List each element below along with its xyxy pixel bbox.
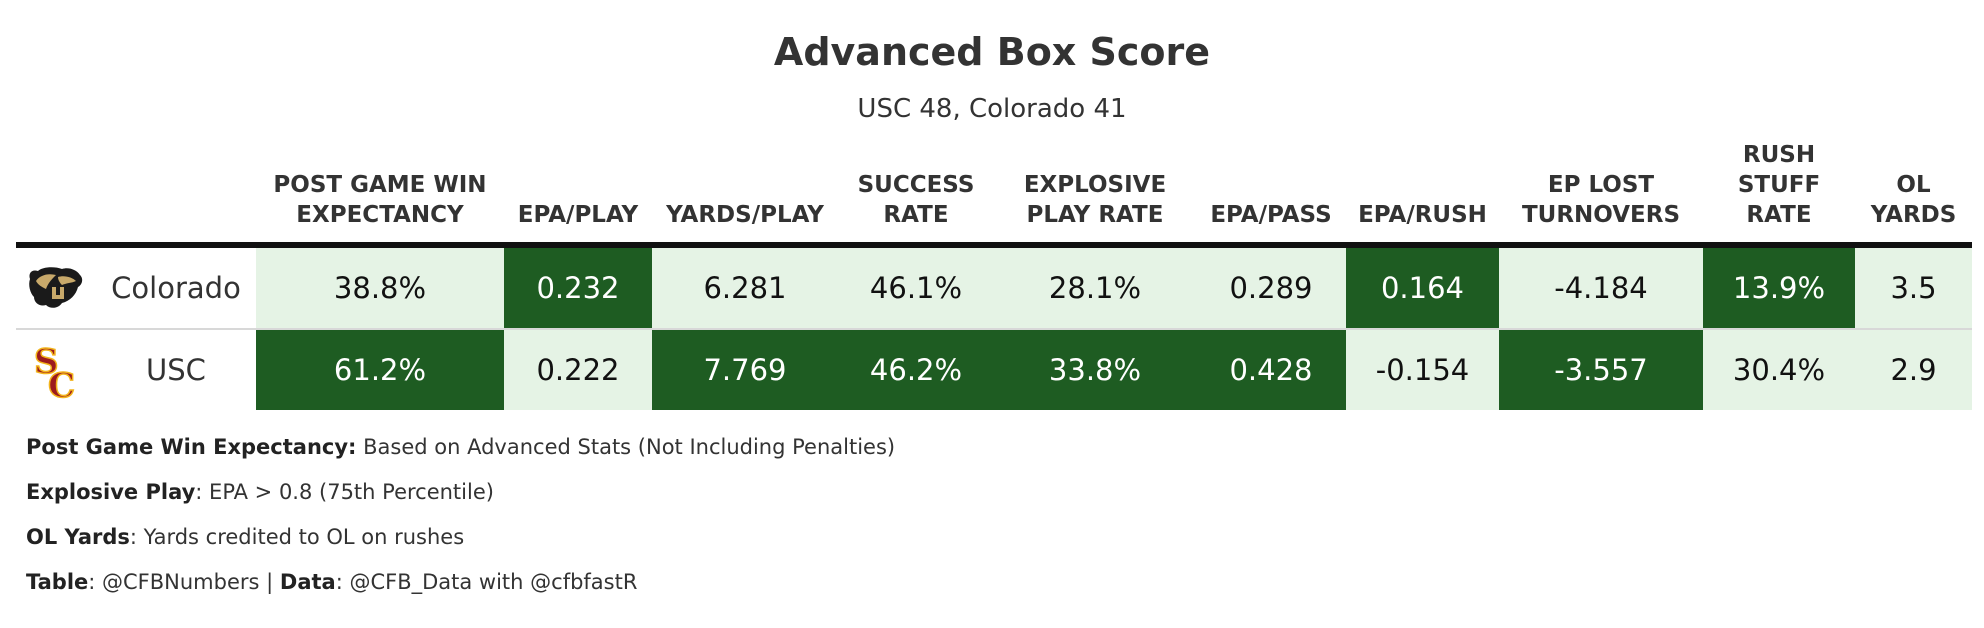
team-header (96, 140, 256, 245)
table-row: Colorado 38.8% 0.232 6.281 46.1% 28.1% 0.289 0… (16, 245, 1972, 330)
credit-table-text: : @CFBNumbers | (88, 570, 280, 594)
note-text: Based on Advanced Stats (Not Including P… (356, 435, 896, 459)
value-cell: 0.428 (1196, 329, 1346, 410)
value-cell: 0.289 (1196, 245, 1346, 330)
credit-table-label: Table (26, 570, 89, 594)
note-win-expectancy: Post Game Win Expectancy: Based on Advan… (26, 432, 895, 477)
footnotes: Post Game Win Expectancy: Based on Advan… (26, 432, 895, 612)
col-header: POST GAME WIN EXPECTANCY (273, 172, 487, 228)
value-cell: 33.8% (994, 329, 1196, 410)
value-cell: 0.222 (504, 329, 652, 410)
table-row: S C USC 61.2% 0.222 7.769 46.2% 33.8% 0.428 -0… (16, 329, 1972, 410)
note-text: : EPA > 0.8 (75th Percentile) (195, 480, 494, 504)
header-row: POST GAME WIN EXPECTANCY EPA/PLAY YARDS/… (16, 140, 1972, 245)
col-header: EPA/PASS (1210, 202, 1332, 228)
note-label: OL Yards (26, 525, 130, 549)
note-text: : Yards credited to OL on rushes (129, 525, 465, 549)
value-cell: 2.9 (1855, 329, 1972, 410)
chart-title: Advanced Box Score (773, 30, 1211, 74)
value-cell: 30.4% (1703, 329, 1855, 410)
col-header: YARDS/PLAY (666, 202, 824, 228)
value-cell: 38.8% (256, 245, 504, 330)
note-explosive-play: Explosive Play: EPA > 0.8 (75th Percenti… (26, 477, 895, 522)
team-name: Colorado (96, 245, 256, 330)
svg-text:C: C (48, 366, 75, 399)
value-cell: 46.2% (838, 329, 994, 410)
col-header: OL YARDS (1870, 172, 1957, 228)
col-header: EPA/PLAY (517, 202, 639, 228)
value-cell: 61.2% (256, 329, 504, 410)
svg-text:S: S (34, 342, 59, 382)
value-cell: -3.557 (1499, 329, 1703, 410)
col-header: EPA/RUSH (1358, 202, 1487, 228)
note-label: Explosive Play (26, 480, 196, 504)
chart-subtitle: USC 48, Colorado 41 (857, 94, 1127, 124)
value-cell: 46.1% (838, 245, 994, 330)
col-header: EP LOST TURNOVERS (1521, 172, 1681, 228)
col-header: SUCCESS RATE (857, 172, 975, 228)
logo-header (16, 140, 96, 245)
note-label: Post Game Win Expectancy: (26, 435, 357, 459)
value-cell: 3.5 (1855, 245, 1972, 330)
value-cell: 6.281 (652, 245, 838, 330)
value-cell: 0.232 (504, 245, 652, 330)
value-cell: -0.154 (1346, 329, 1499, 410)
colorado-buffalo-logo (29, 267, 83, 308)
value-cell: 13.9% (1703, 245, 1855, 330)
value-cell: 7.769 (652, 329, 838, 410)
col-header: EXPLOSIVE PLAY RATE (1023, 172, 1167, 228)
note-ol-yards: OL Yards: Yards credited to OL on rushes (26, 522, 895, 567)
credit-data-label: Data (279, 570, 336, 594)
logo-cell: S C (16, 329, 96, 410)
team-name: USC (146, 353, 206, 387)
value-cell: 28.1% (994, 245, 1196, 330)
value-cell: -4.184 (1499, 245, 1703, 330)
advanced-box-score-table: POST GAME WIN EXPECTANCY EPA/PLAY YARDS/… (16, 140, 1972, 410)
logo-cell (16, 245, 96, 330)
usc-sc-logo: S C (33, 341, 76, 399)
col-header: RUSH STUFF RATE (1737, 142, 1821, 228)
credits: Table: @CFBNumbers | Data: @CFB_Data wit… (26, 567, 895, 612)
value-cell: 0.164 (1346, 245, 1499, 330)
credit-data-text: : @CFB_Data with @cfbfastR (335, 570, 638, 594)
